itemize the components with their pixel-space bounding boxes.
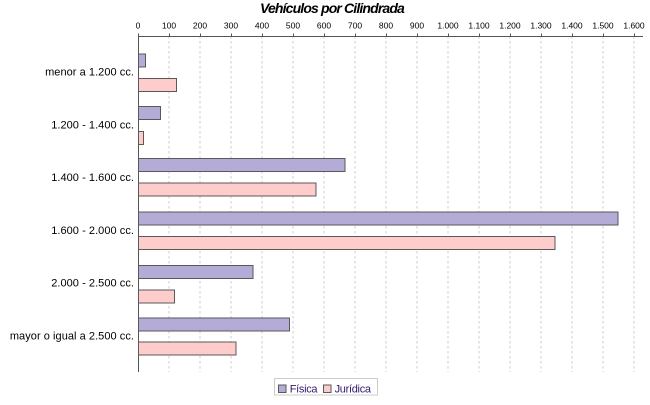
svg-text:1.200: 1.200 xyxy=(499,21,521,31)
svg-text:Vehículos por Cilindrada: Vehículos por Cilindrada xyxy=(260,0,405,16)
svg-text:1.000: 1.000 xyxy=(437,21,459,31)
svg-text:700: 700 xyxy=(348,21,362,31)
svg-text:1.100: 1.100 xyxy=(468,21,490,31)
svg-text:1.300: 1.300 xyxy=(530,21,552,31)
svg-text:900: 900 xyxy=(410,21,424,31)
svg-text:1.400 - 1.600 cc.: 1.400 - 1.600 cc. xyxy=(51,172,134,184)
svg-text:1.400: 1.400 xyxy=(561,21,583,31)
svg-text:300: 300 xyxy=(224,21,238,31)
svg-text:1.500: 1.500 xyxy=(592,21,614,31)
svg-text:200: 200 xyxy=(193,21,207,31)
svg-text:400: 400 xyxy=(255,21,269,31)
svg-text:1.600 - 2.000 cc.: 1.600 - 2.000 cc. xyxy=(51,225,134,237)
svg-text:600: 600 xyxy=(317,21,331,31)
svg-text:100: 100 xyxy=(162,21,176,31)
svg-text:menor a 1.200 cc.: menor a 1.200 cc. xyxy=(45,67,134,79)
svg-text:0: 0 xyxy=(136,21,141,31)
svg-text:1.200 - 1.400 cc.: 1.200 - 1.400 cc. xyxy=(51,119,134,131)
svg-text:Jurídica: Jurídica xyxy=(335,384,372,396)
svg-text:800: 800 xyxy=(379,21,393,31)
svg-text:1.600: 1.600 xyxy=(623,21,645,31)
svg-text:500: 500 xyxy=(286,21,300,31)
svg-text:mayor o igual a 2.500 cc.: mayor o igual a 2.500 cc. xyxy=(10,330,134,342)
svg-text:2.000 - 2.500 cc.: 2.000 - 2.500 cc. xyxy=(51,278,134,290)
svg-text:Física: Física xyxy=(290,384,319,396)
